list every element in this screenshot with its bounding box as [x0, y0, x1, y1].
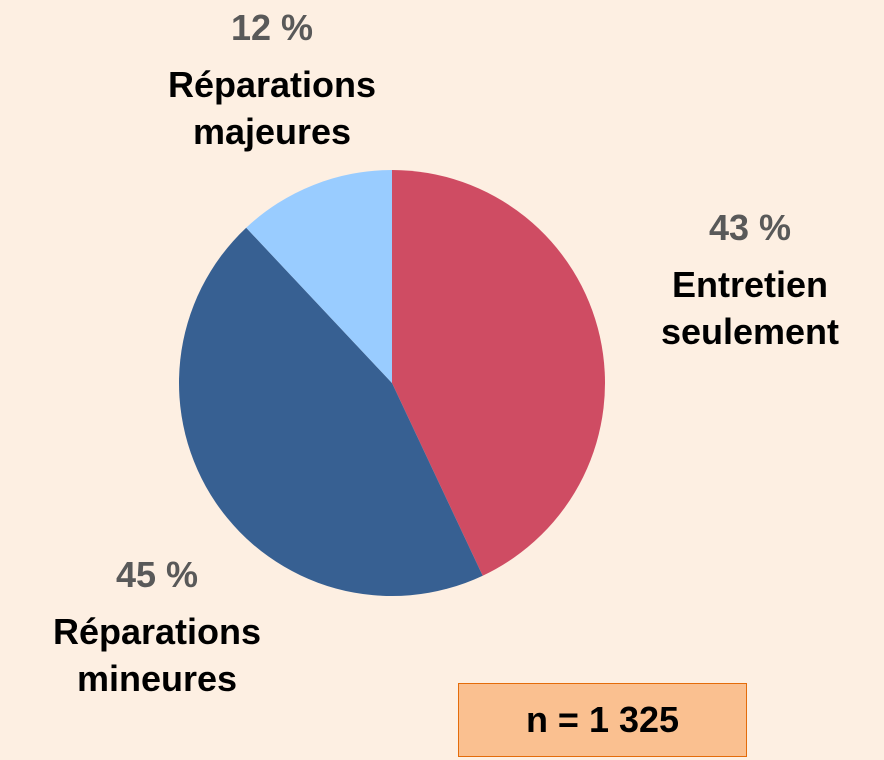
sample-size-box: n = 1 325	[458, 683, 747, 757]
category-label: Réparations mineures	[52, 611, 262, 699]
value-label: 45 %	[115, 554, 199, 595]
pie-slice	[246, 170, 392, 383]
category-label: Réparations majeures	[167, 64, 377, 152]
pie-slice	[179, 227, 483, 596]
value-label: 43 %	[708, 207, 792, 248]
pie-slice	[392, 170, 605, 576]
value-label: 12 %	[230, 7, 314, 48]
category-label: Entretien seulement	[660, 264, 840, 352]
